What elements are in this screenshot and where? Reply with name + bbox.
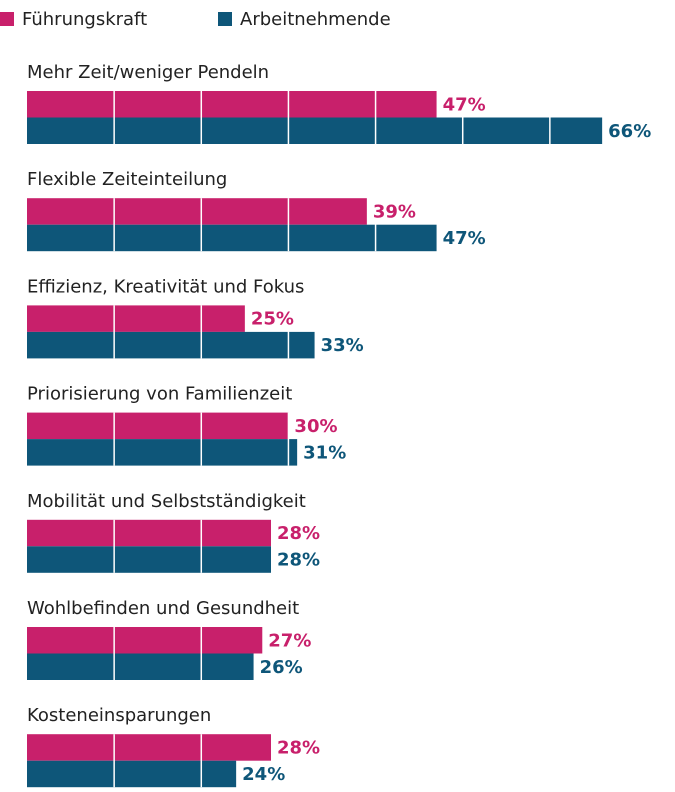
value-label: 25% bbox=[251, 309, 294, 330]
bar bbox=[27, 198, 367, 225]
category-label: Mehr Zeit/weniger Pendeln bbox=[27, 62, 269, 83]
bar bbox=[27, 760, 237, 788]
bar bbox=[27, 734, 271, 761]
value-label: 28% bbox=[277, 550, 320, 571]
bar bbox=[27, 305, 245, 332]
bar bbox=[27, 412, 289, 440]
bar bbox=[27, 91, 437, 118]
bar bbox=[27, 439, 298, 466]
bar bbox=[27, 331, 315, 359]
value-label: 47% bbox=[443, 94, 486, 115]
category-label: Mobilität und Selbstständigkeit bbox=[27, 491, 306, 512]
bar bbox=[27, 653, 254, 680]
bar bbox=[27, 519, 271, 547]
category-label: Wohlbefinden und Gesundheit bbox=[27, 598, 299, 619]
category-label: Priorisierung von Familienzeit bbox=[27, 384, 292, 405]
value-label: 27% bbox=[268, 630, 311, 651]
value-label: 30% bbox=[294, 416, 337, 437]
legend-label: Führungskraft bbox=[22, 9, 147, 30]
category-label: Flexible Zeiteinteilung bbox=[27, 169, 227, 190]
value-label: 33% bbox=[321, 335, 364, 356]
legend-swatch bbox=[0, 12, 14, 26]
value-label: 39% bbox=[373, 201, 416, 222]
value-label: 66% bbox=[608, 121, 651, 142]
bar bbox=[27, 546, 271, 573]
value-label: 28% bbox=[277, 737, 320, 758]
value-label: 47% bbox=[443, 228, 486, 249]
value-label: 24% bbox=[242, 764, 285, 785]
bar bbox=[27, 224, 437, 252]
legend-swatch bbox=[218, 12, 232, 26]
category-label: Effizienz, Kreativität und Fokus bbox=[27, 276, 304, 297]
bar bbox=[27, 117, 603, 144]
category-label: Kosteneinsparungen bbox=[27, 705, 211, 726]
legend-label: Arbeitnehmende bbox=[240, 9, 391, 30]
value-label: 28% bbox=[277, 523, 320, 544]
bar bbox=[27, 627, 263, 654]
value-label: 31% bbox=[303, 442, 346, 463]
value-label: 26% bbox=[260, 657, 303, 678]
